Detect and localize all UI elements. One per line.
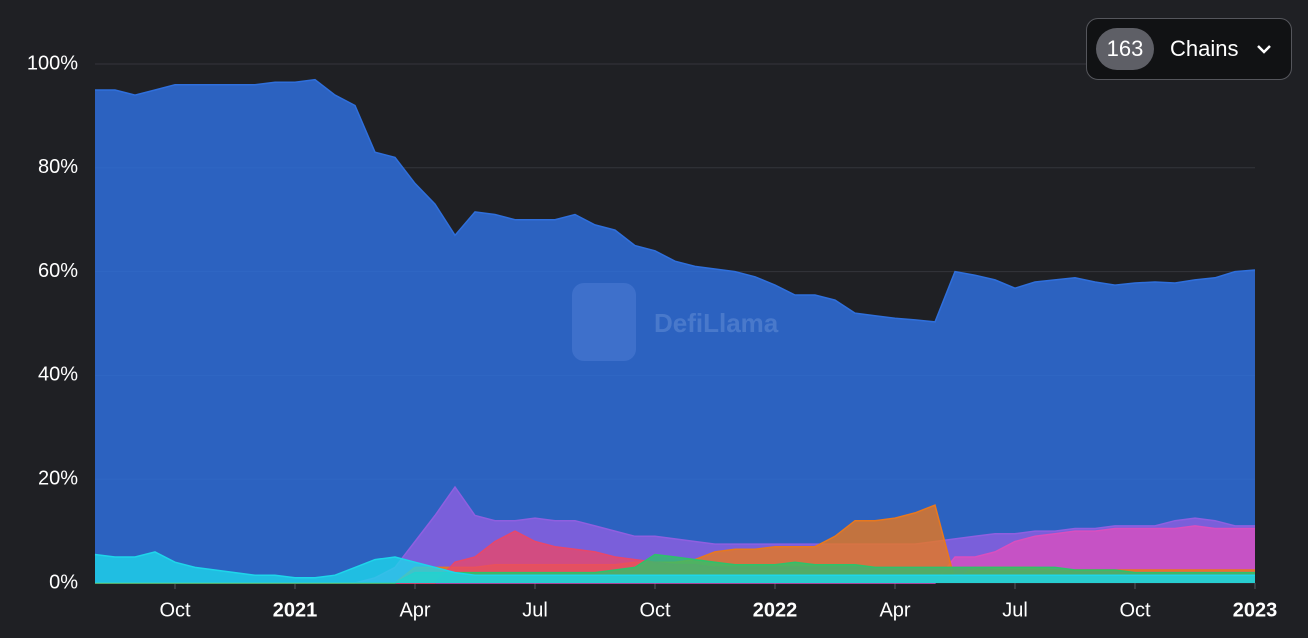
- y-tick-label: 20%: [38, 467, 78, 489]
- selector-label: Chains: [1170, 36, 1239, 61]
- x-tick-label: 2022: [753, 599, 798, 621]
- chevron: [1257, 45, 1272, 54]
- watermark: DefiLlama: [572, 283, 779, 361]
- series-area: [95, 79, 1255, 583]
- x-tick-label: Oct: [1119, 599, 1151, 621]
- watermark-text: DefiLlama: [654, 308, 779, 338]
- x-tick-label: Apr: [879, 599, 910, 621]
- chain-count: 163: [1096, 28, 1154, 70]
- chains-selector[interactable]: 163 Chains: [1086, 18, 1292, 80]
- x-tick-label: Oct: [159, 599, 191, 621]
- x-tick-label: Oct: [639, 599, 671, 621]
- x-tick-label: Jul: [1002, 599, 1028, 621]
- y-tick-label: 0%: [49, 571, 78, 593]
- x-tick-label: 2021: [273, 599, 318, 621]
- x-tick-label: Jul: [522, 599, 548, 621]
- y-tick-label: 40%: [38, 364, 78, 386]
- watermark-logo: [572, 283, 636, 361]
- x-tick-label: Apr: [399, 599, 430, 621]
- y-tick-label: 60%: [38, 260, 78, 282]
- series-line: [95, 78, 1256, 323]
- y-tick-label: 80%: [38, 156, 78, 178]
- y-tick-label: 100%: [27, 52, 78, 74]
- x-tick-label: 2023: [1233, 599, 1278, 621]
- series-line: [94, 551, 1255, 579]
